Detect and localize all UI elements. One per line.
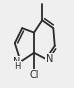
Text: N: N <box>46 54 53 64</box>
Text: N: N <box>13 57 20 67</box>
Text: H: H <box>15 62 21 71</box>
Text: Cl: Cl <box>29 70 39 80</box>
